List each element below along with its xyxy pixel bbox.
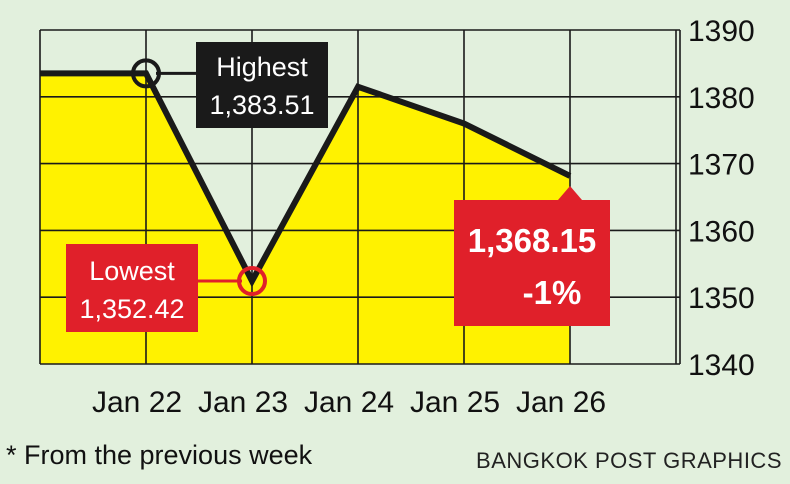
y-tick-label: 1360 — [688, 215, 755, 248]
x-tick-label: Jan 22 — [92, 386, 182, 419]
highest-marker — [131, 58, 161, 89]
x-tick-label: Jan 25 — [410, 386, 500, 419]
last-box — [454, 200, 610, 326]
highest-value: 1,383.51 — [209, 90, 314, 120]
last-value: 1,368.15 — [468, 222, 596, 259]
x-tick-label: Jan 26 — [516, 386, 606, 419]
highest-box — [196, 42, 328, 128]
x-tick-label: Jan 23 — [198, 386, 288, 419]
y-tick-label: 1390 — [688, 15, 755, 48]
last-change: -1% — [523, 274, 582, 311]
y-tick-label: 1370 — [688, 149, 755, 182]
y-tick-label: 1340 — [688, 349, 755, 382]
credit: BANGKOK POST GRAPHICS — [476, 448, 782, 473]
highest-title: Highest — [216, 52, 308, 82]
footnote: * From the previous week — [6, 440, 313, 470]
lowest-box — [66, 244, 198, 332]
plot-area: 1340 1350 1360 1370 1380 1390 Jan 22 Jan 23 Jan … — [39, 15, 755, 419]
line-chart: 1340 1350 1360 1370 1380 1390 Jan 22 Jan 23 Jan … — [39, 15, 755, 419]
x-tick-label: Jan 24 — [304, 386, 394, 419]
lowest-marker — [237, 266, 267, 297]
lowest-title: Lowest — [89, 256, 175, 286]
lowest-value: 1,352.42 — [79, 294, 184, 324]
y-tick-label: 1380 — [688, 82, 755, 115]
y-tick-label: 1350 — [688, 282, 755, 315]
last-pointer — [558, 185, 582, 200]
series-line — [40, 70, 572, 288]
